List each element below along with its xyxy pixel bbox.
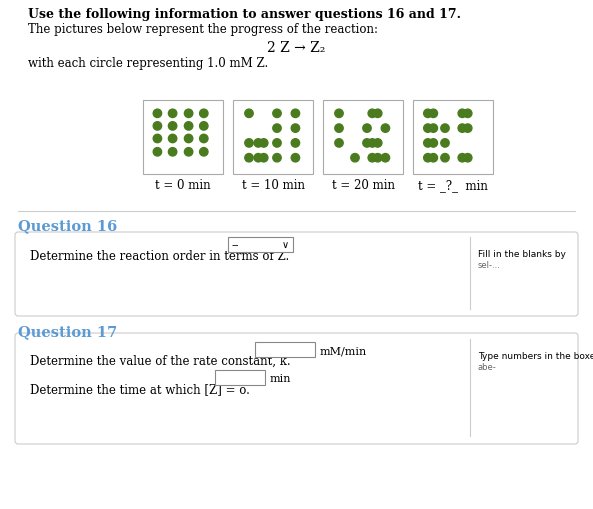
Circle shape (363, 125, 371, 133)
Circle shape (429, 139, 438, 148)
Text: t = 20 min: t = 20 min (331, 179, 394, 191)
Circle shape (254, 154, 263, 162)
Circle shape (351, 154, 359, 162)
Text: t = _?_  min: t = _?_ min (418, 179, 488, 191)
Circle shape (429, 110, 438, 118)
FancyBboxPatch shape (323, 101, 403, 175)
Circle shape (184, 123, 193, 131)
Circle shape (254, 139, 263, 148)
Circle shape (458, 110, 467, 118)
Text: t = 10 min: t = 10 min (241, 179, 304, 191)
FancyBboxPatch shape (413, 101, 493, 175)
Text: Determine the time at which [Z] = o.: Determine the time at which [Z] = o. (30, 382, 250, 395)
Text: mM/min: mM/min (320, 345, 367, 355)
Text: with each circle representing 1.0 mM Z.: with each circle representing 1.0 mM Z. (28, 57, 268, 70)
Circle shape (273, 154, 281, 162)
FancyBboxPatch shape (143, 101, 223, 175)
FancyBboxPatch shape (15, 333, 578, 444)
Circle shape (200, 135, 208, 144)
Circle shape (153, 148, 162, 157)
Circle shape (423, 139, 432, 148)
Circle shape (245, 154, 253, 162)
Circle shape (368, 139, 377, 148)
Circle shape (168, 110, 177, 118)
Circle shape (168, 135, 177, 144)
Circle shape (184, 135, 193, 144)
Circle shape (273, 125, 281, 133)
Circle shape (335, 110, 343, 118)
Circle shape (464, 125, 472, 133)
Circle shape (273, 139, 281, 148)
Text: --: -- (232, 240, 240, 250)
Text: Determine the reaction order in terms of Z.: Determine the reaction order in terms of… (30, 249, 289, 263)
Circle shape (200, 148, 208, 157)
Circle shape (429, 154, 438, 162)
Circle shape (423, 154, 432, 162)
Circle shape (429, 125, 438, 133)
Circle shape (273, 110, 281, 118)
Circle shape (381, 154, 390, 162)
Circle shape (458, 125, 467, 133)
Circle shape (245, 110, 253, 118)
Circle shape (335, 139, 343, 148)
Circle shape (464, 110, 472, 118)
FancyBboxPatch shape (228, 238, 293, 252)
Text: Type numbers in the boxes.: Type numbers in the boxes. (478, 351, 593, 360)
Circle shape (200, 110, 208, 118)
Circle shape (374, 139, 382, 148)
Text: abe-: abe- (478, 362, 497, 371)
Circle shape (168, 148, 177, 157)
Text: Use the following information to answer questions 16 and 17.: Use the following information to answer … (28, 8, 461, 21)
Circle shape (200, 123, 208, 131)
Circle shape (335, 125, 343, 133)
Text: Question 16: Question 16 (18, 218, 117, 233)
FancyBboxPatch shape (15, 233, 578, 317)
Circle shape (291, 110, 299, 118)
Circle shape (153, 123, 162, 131)
Circle shape (441, 154, 449, 162)
Text: min: min (270, 373, 292, 383)
Circle shape (374, 110, 382, 118)
Circle shape (441, 139, 449, 148)
Circle shape (245, 139, 253, 148)
Circle shape (423, 110, 432, 118)
Circle shape (368, 110, 377, 118)
Circle shape (291, 139, 299, 148)
Text: Determine the value of the rate constant, k.: Determine the value of the rate constant… (30, 354, 291, 367)
Circle shape (423, 125, 432, 133)
Circle shape (363, 139, 371, 148)
Circle shape (153, 110, 162, 118)
Circle shape (374, 154, 382, 162)
Text: ∨: ∨ (282, 240, 289, 250)
Circle shape (381, 125, 390, 133)
Circle shape (184, 110, 193, 118)
Circle shape (153, 135, 162, 144)
Circle shape (441, 125, 449, 133)
Circle shape (464, 154, 472, 162)
Text: t = 0 min: t = 0 min (155, 179, 211, 191)
Circle shape (458, 154, 467, 162)
Circle shape (168, 123, 177, 131)
Circle shape (260, 154, 268, 162)
Text: Fill in the blanks by: Fill in the blanks by (478, 249, 566, 259)
Text: Question 17: Question 17 (18, 324, 117, 338)
Circle shape (184, 148, 193, 157)
Circle shape (260, 139, 268, 148)
Circle shape (291, 154, 299, 162)
FancyBboxPatch shape (215, 370, 265, 385)
Text: 2 Z → Z₂: 2 Z → Z₂ (267, 41, 325, 55)
FancyBboxPatch shape (233, 101, 313, 175)
FancyBboxPatch shape (255, 343, 315, 357)
Circle shape (291, 125, 299, 133)
Text: sel-...: sel-... (478, 261, 501, 269)
Text: The pictures below represent the progress of the reaction:: The pictures below represent the progres… (28, 23, 378, 36)
Circle shape (368, 154, 377, 162)
